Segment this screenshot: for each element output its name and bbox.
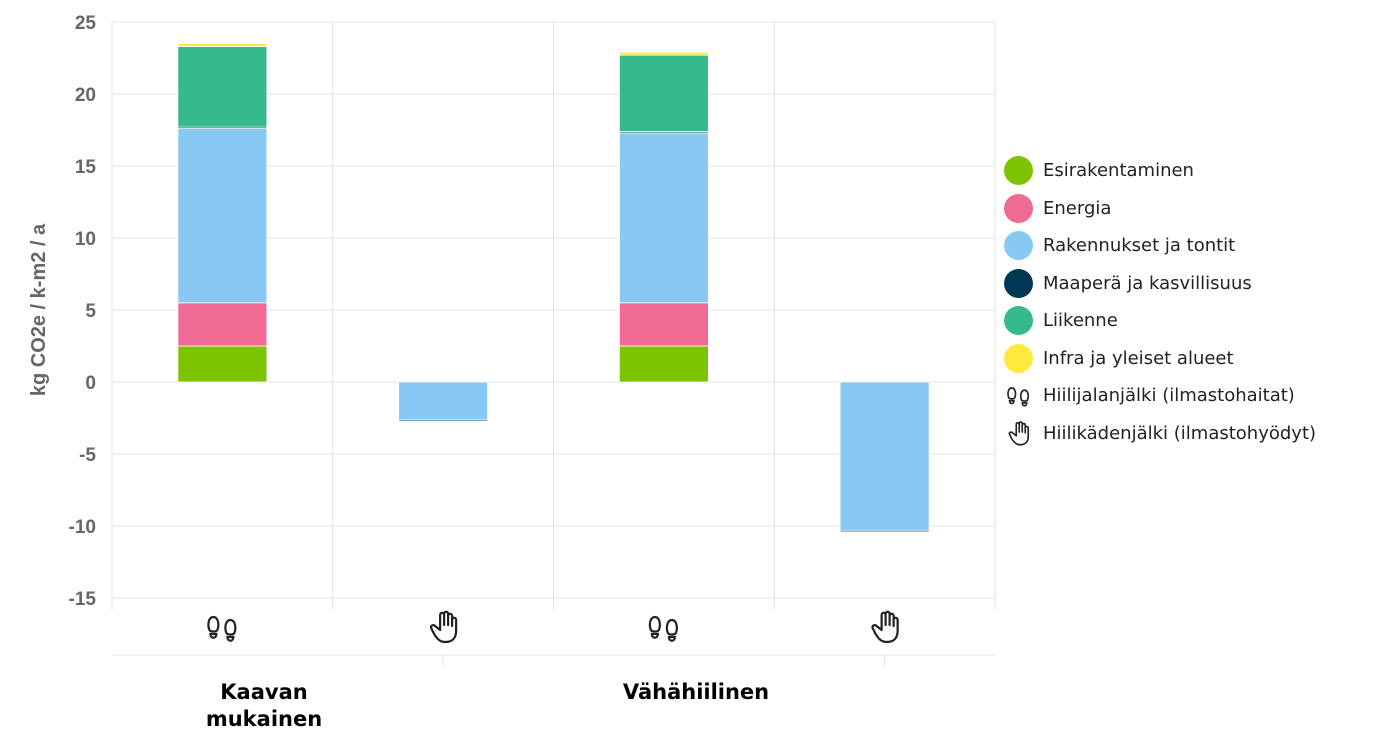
hand-icon-svg (1008, 421, 1030, 446)
footprint-icon (1007, 387, 1030, 407)
hand-icon (1004, 419, 1033, 448)
legend-label: Energia (1043, 197, 1112, 219)
bars (177, 43, 930, 533)
y-axis-label: kg CO2e / k-m2 / a (28, 223, 50, 396)
legend-label: Liikenne (1043, 310, 1118, 332)
y-tick-label: -15 (69, 589, 97, 610)
bar-segment-esirakentaminen[interactable] (177, 345, 268, 383)
legend-item[interactable]: Rakennukset ja tontit (1004, 227, 1316, 265)
legend-item[interactable]: Energia (1004, 190, 1316, 228)
footprint-icon-svg (1007, 387, 1030, 407)
bar-segment-infra-ja-yleiset-alueet[interactable] (177, 43, 268, 47)
legend-item[interactable]: Maaperä ja kasvillisuus (1004, 265, 1316, 303)
y-tick-label: 25 (75, 13, 97, 34)
bar-segment-infra-ja-yleiset-alueet[interactable] (618, 51, 709, 56)
hand-icon (429, 610, 458, 644)
legend-swatch (1004, 193, 1033, 223)
bar-segment-maaperä-ja-kasvillisuus[interactable] (398, 419, 489, 422)
bar-segment-rakennukset-ja-tontit[interactable] (839, 381, 930, 531)
legend-swatch (1004, 231, 1033, 261)
bar-segment-maaperä-ja-kasvillisuus[interactable] (839, 529, 930, 533)
y-axis-ticks: 25 20 15 10 5 0 -5 -10 -15 (69, 13, 97, 610)
bar-segment-rakennukset-ja-tontit[interactable] (618, 132, 709, 304)
legend-swatch (1004, 306, 1033, 336)
y-tick-label: 20 (75, 85, 96, 106)
footprint-icon (648, 615, 678, 642)
y-tick-label: -5 (79, 445, 96, 466)
y-tick-label: 5 (85, 301, 96, 322)
group-label-kaavan-mukainen: Kaavan mukainen (205, 680, 323, 731)
y-tick-label: 10 (75, 229, 96, 250)
bar-segment-rakennukset-ja-tontit[interactable] (177, 128, 268, 304)
legend-label: Maaperä ja kasvillisuus (1043, 272, 1252, 294)
legend-item[interactable]: Hiilikädenjälki (ilmastohyödyt) (1004, 415, 1316, 453)
legend-item[interactable]: Hiilijalanjälki (ilmastohaitat) (1004, 377, 1316, 415)
hand-icon (871, 610, 899, 644)
group-label-vahahiilinen: Vähähiilinen (622, 680, 770, 704)
bar-segment-esirakentaminen[interactable] (618, 345, 709, 383)
legend-label: Infra ja yleiset alueet (1043, 347, 1234, 369)
x-axis-icons (207, 610, 899, 644)
legend: Esirakentaminen Energia Rakennukset ja ton… (1004, 152, 1316, 452)
bar-segment-liikenne[interactable] (177, 46, 268, 128)
legend-label: Hiilijalanjälki (ilmastohaitat) (1043, 385, 1295, 407)
legend-swatch (1004, 343, 1033, 373)
legend-swatch (1004, 268, 1033, 298)
legend-item[interactable]: Liikenne (1004, 302, 1316, 340)
footprint-icon (1004, 381, 1033, 410)
legend-swatch (1004, 156, 1033, 186)
bar-segment-liikenne[interactable] (618, 54, 709, 132)
legend-label: Rakennukset ja tontit (1043, 235, 1236, 257)
legend-label: Hiilikädenjälki (ilmastohyödyt) (1043, 422, 1317, 444)
hand-icon (1008, 421, 1030, 446)
y-tick-label: -10 (69, 517, 96, 538)
footprint-icon (207, 615, 237, 642)
legend-item[interactable]: Infra ja yleiset alueet (1004, 340, 1316, 378)
bar-segment-energia[interactable] (177, 302, 268, 347)
y-tick-label: 15 (75, 157, 97, 178)
legend-item[interactable]: Esirakentaminen (1004, 152, 1316, 190)
bar-segment-energia[interactable] (618, 302, 709, 347)
legend-label: Esirakentaminen (1043, 160, 1194, 182)
bar-segment-rakennukset-ja-tontit[interactable] (398, 381, 489, 420)
y-tick-label: 0 (85, 373, 96, 394)
